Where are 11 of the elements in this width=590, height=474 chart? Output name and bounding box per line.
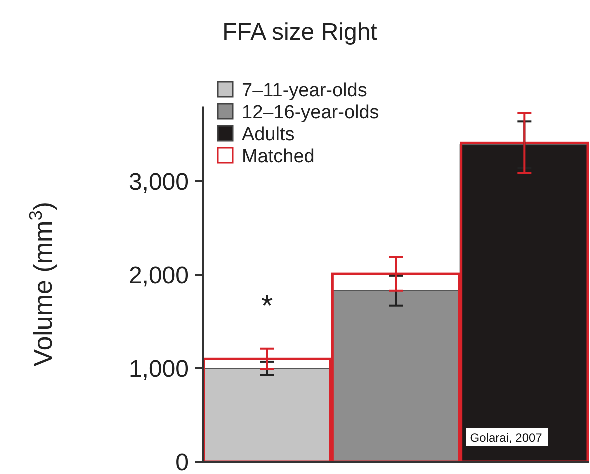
annotation: Golarai, 2007	[470, 431, 543, 445]
legend-label: Matched	[242, 146, 315, 168]
legend-label: Adults	[242, 124, 295, 146]
legend-label: 12–16-year-olds	[242, 102, 380, 124]
y-tick-label: 3,000	[128, 168, 189, 196]
chart-title: FFA size Right	[222, 19, 378, 46]
y-tick-label: 0	[176, 449, 189, 474]
legend-label: 7–11-year-olds	[242, 80, 368, 102]
y-tick-label: 2,000	[128, 262, 189, 290]
y-tick-label: 1,000	[128, 356, 189, 383]
annotation: *	[261, 290, 274, 324]
